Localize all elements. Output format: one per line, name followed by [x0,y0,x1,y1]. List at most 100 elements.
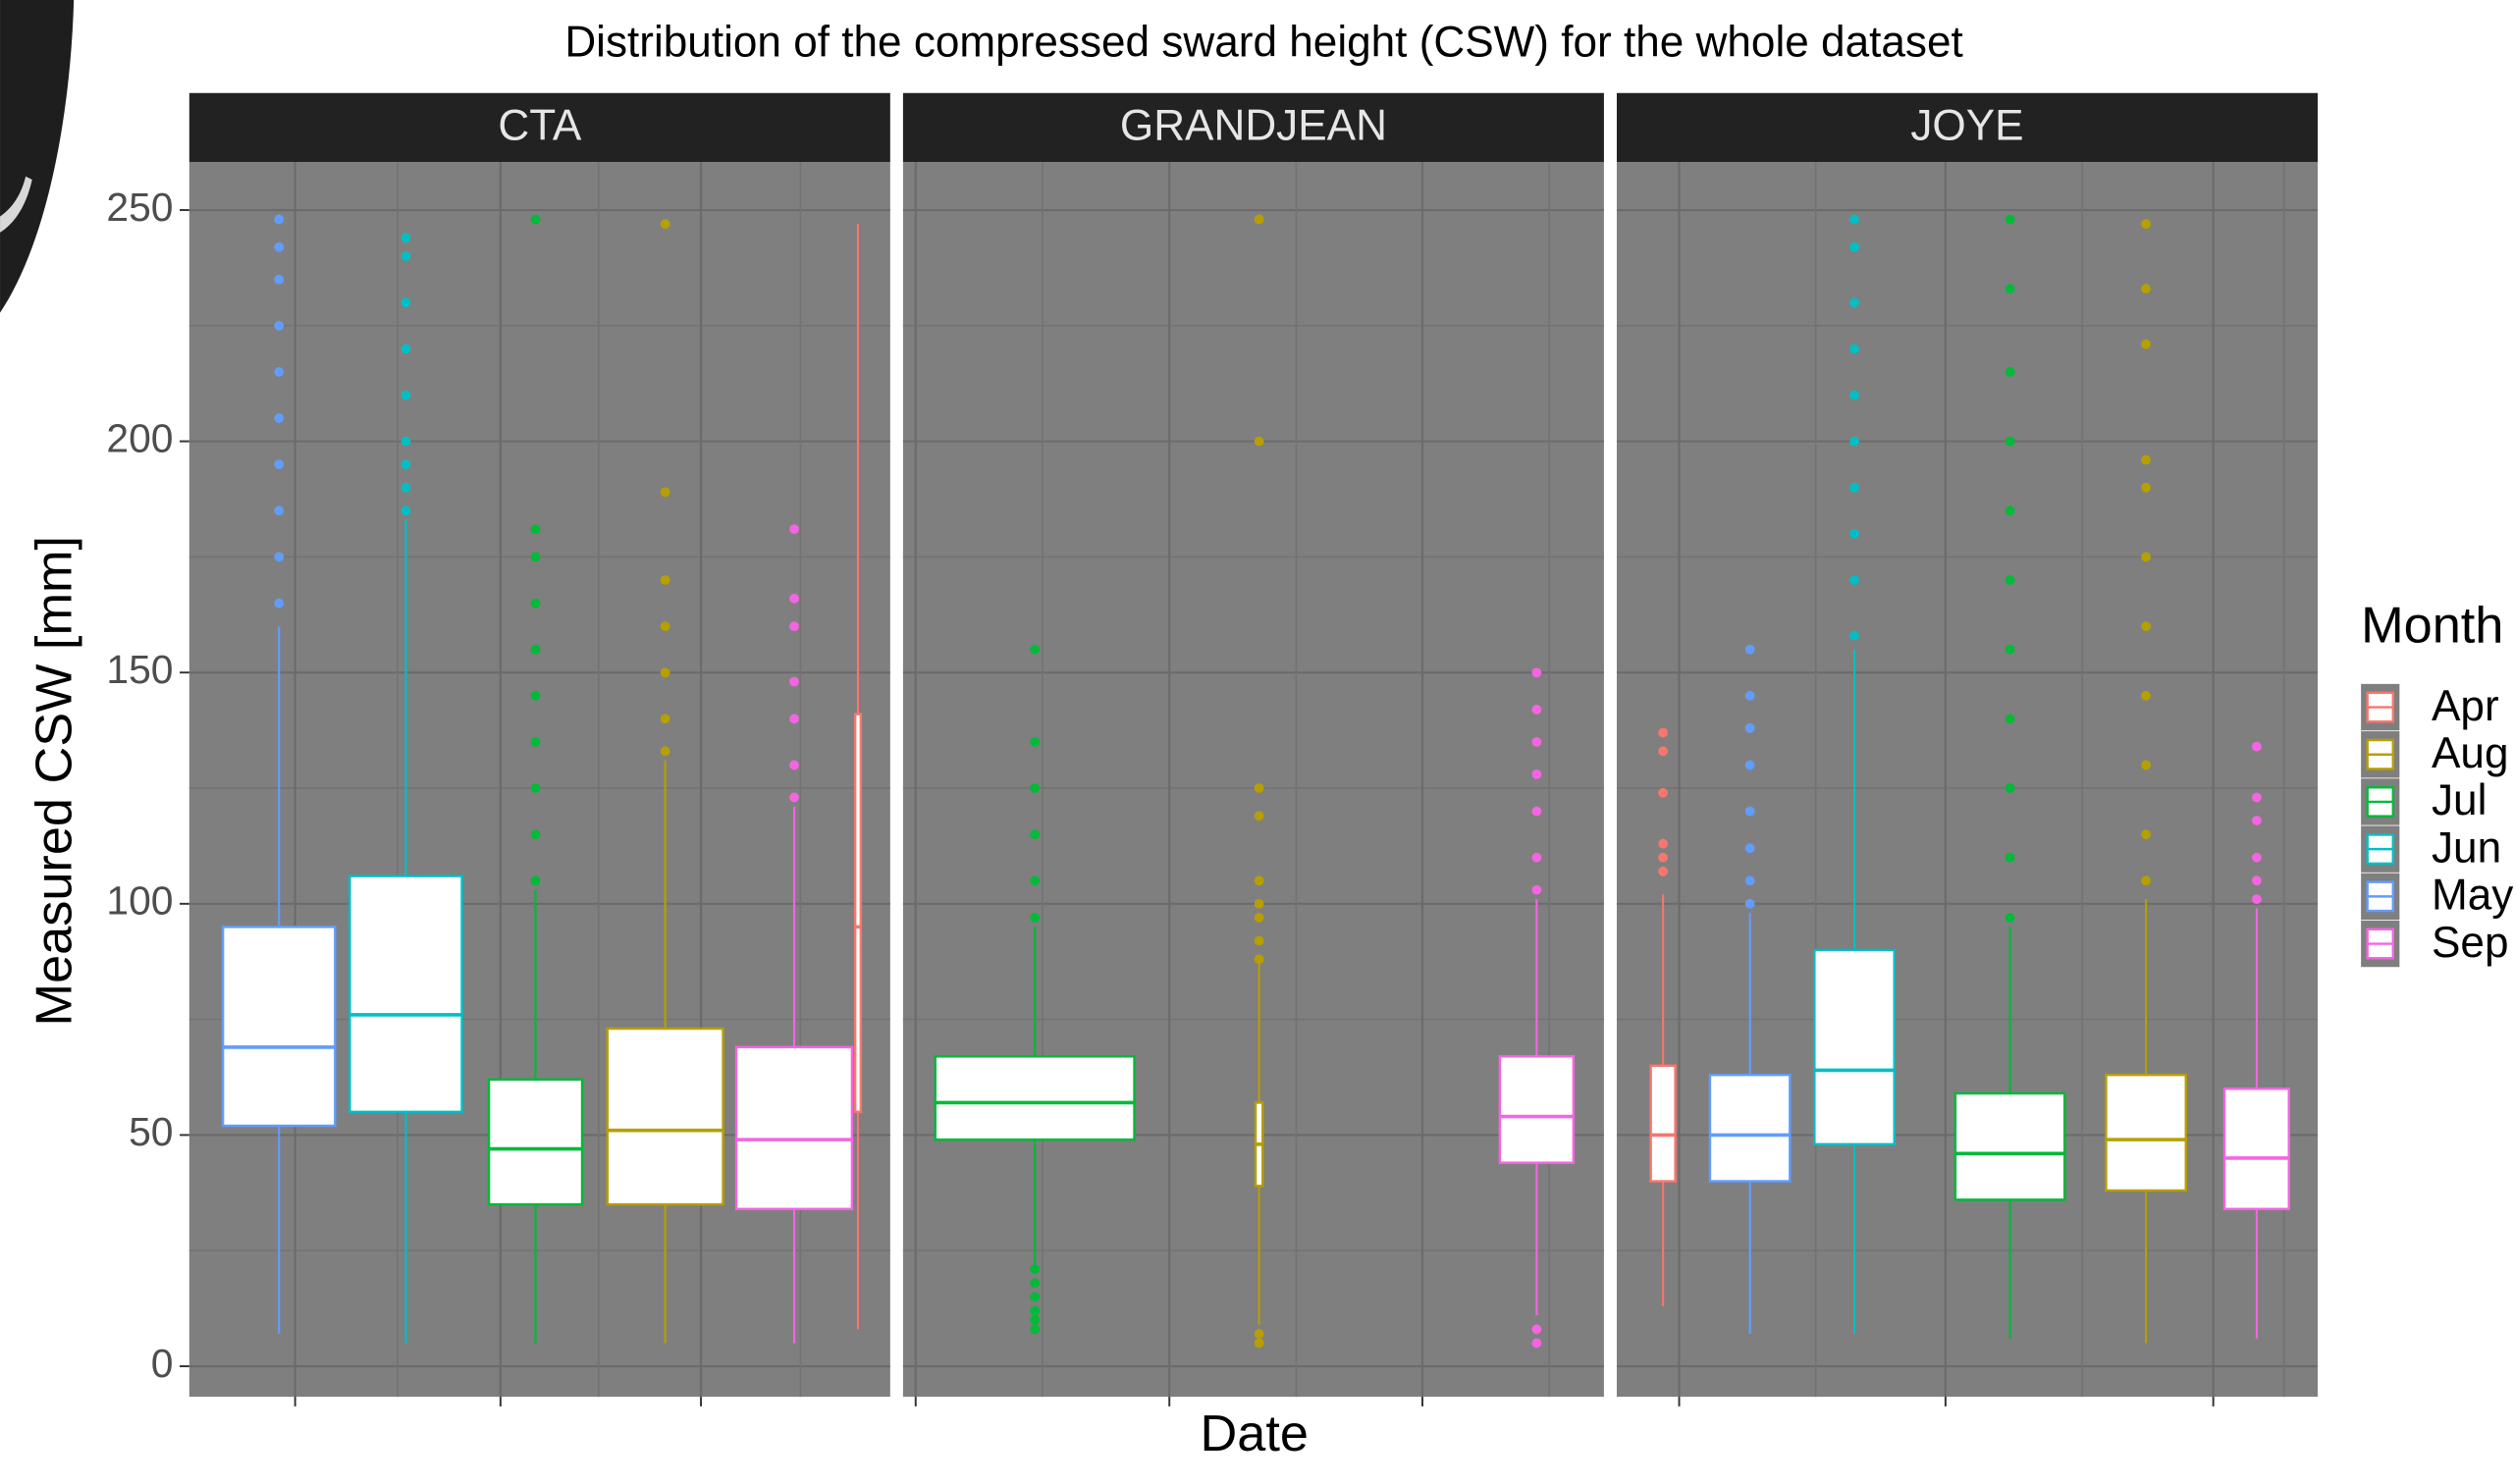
decoration [0,0,74,313]
outlier [2006,645,2015,655]
outlier [1745,875,1755,885]
outlier [2141,875,2151,885]
outlier [2141,761,2151,770]
outlier [401,483,411,493]
x-axis-label: Date [1201,1405,1309,1462]
outlier [274,321,284,331]
outlier [401,459,411,469]
outlier [274,505,284,515]
outlier [2141,219,2151,229]
outlier [2252,853,2262,863]
outlier [789,677,799,687]
outlier [274,553,284,562]
box [349,876,461,1112]
legend-label: Sep [2432,919,2508,967]
panel-background [903,162,1604,1397]
outlier [531,783,541,793]
outlier [531,645,541,655]
outlier [2141,691,2151,701]
legend-label: Aug [2432,729,2508,777]
outlier [2006,437,2015,447]
y-tick-label: 0 [151,1341,174,1386]
outlier [2006,215,2015,225]
outlier [789,524,799,534]
outlier [2141,621,2151,631]
outlier [1255,875,1264,885]
outlier [531,875,541,885]
outlier [1531,853,1541,863]
outlier [1030,1292,1040,1301]
outlier [2006,367,2015,377]
outlier [274,275,284,285]
outlier [1849,215,1859,225]
outlier [1030,875,1040,885]
outlier [1849,483,1859,493]
y-tick-label: 50 [129,1109,173,1154]
outlier [1658,867,1668,876]
outlier [1255,1329,1264,1339]
outlier [401,437,411,447]
legend-title: Month [2361,597,2503,654]
box [2106,1075,2185,1191]
outlier [1255,1339,1264,1349]
outlier [1255,899,1264,909]
y-tick-label: 250 [106,185,173,230]
outlier [2141,284,2151,293]
outlier [2006,783,2015,793]
outlier [274,242,284,252]
outlier [2006,853,2015,863]
outlier [1255,811,1264,821]
outlier [531,737,541,747]
outlier [531,691,541,701]
outlier [661,746,670,756]
outlier [789,793,799,803]
outlier [274,459,284,469]
outlier [661,219,670,229]
outlier [1658,728,1668,738]
outlier [1849,242,1859,252]
outlier [2141,829,2151,839]
outlier [2252,793,2262,803]
outlier [1255,783,1264,793]
outlier [1745,691,1755,701]
outlier [1030,1315,1040,1325]
outlier [274,367,284,377]
outlier [1030,1264,1040,1274]
outlier [2252,894,2262,904]
box [1651,1066,1676,1182]
outlier [1531,807,1541,817]
page: {"chart_data": { "type": "box", "title":… [0,0,2515,1484]
outlier [2006,575,2015,585]
y-tick-label: 150 [106,647,173,692]
outlier [1255,437,1264,447]
outlier [1745,899,1755,909]
outlier [401,297,411,307]
box [1955,1093,2064,1199]
y-tick-label: 100 [106,878,173,924]
outlier [1849,344,1859,353]
outlier [789,761,799,770]
outlier [401,505,411,515]
box [2224,1088,2289,1209]
outlier [1849,631,1859,641]
outlier [1531,705,1541,715]
outlier [661,575,670,585]
outlier [531,829,541,839]
outlier [1531,667,1541,677]
outlier [1030,1306,1040,1316]
outlier [274,215,284,225]
outlier [2141,553,2151,562]
outlier [401,344,411,353]
outlier [2006,714,2015,723]
legend-label: Jun [2432,823,2501,872]
panel-label: GRANDJEAN [1120,101,1387,149]
outlier [2141,455,2151,465]
outlier [1255,936,1264,946]
outlier [2252,742,2262,752]
outlier [1658,839,1668,849]
outlier [1658,788,1668,798]
outlier [2141,483,2151,493]
outlier [1531,1324,1541,1334]
box [1710,1075,1790,1181]
outlier [2006,284,2015,293]
